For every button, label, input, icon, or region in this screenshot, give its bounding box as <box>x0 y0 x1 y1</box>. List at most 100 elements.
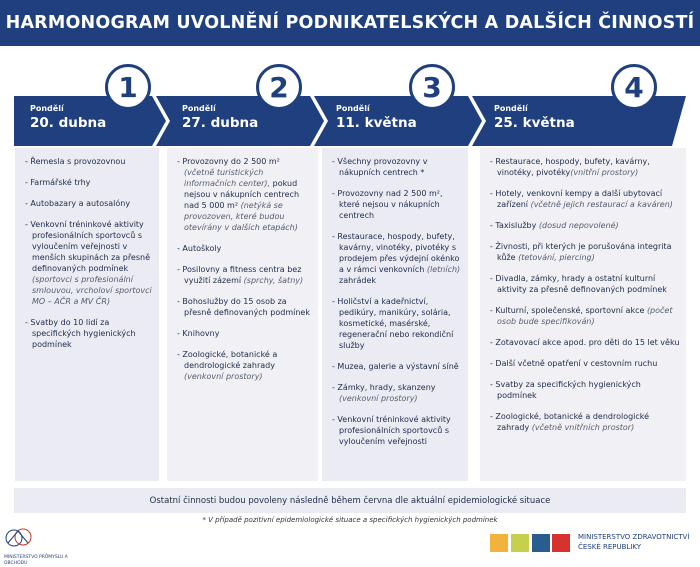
list-item: - Autobazary a autosalóny <box>25 198 153 209</box>
item-note: (vnitřní prostory) <box>570 168 639 177</box>
list-item: - Hotely, venkovní kempy a další ubytova… <box>490 188 680 210</box>
item-text: - Řemesla s provozovnou <box>25 157 126 166</box>
phase-number-badge: 1 <box>105 64 151 110</box>
item-text: - Zotavovací akce apod. pro děti do 15 l… <box>490 338 680 347</box>
list-item: - Venkovní tréninkové aktivity profesion… <box>25 219 153 307</box>
mzcr-logo-line1: MINISTERSTVO ZDRAVOTNICTVÍ <box>578 533 690 541</box>
item-text: - Všechny provozovny v nákupních centrec… <box>332 157 428 177</box>
footer-note: Ostatní činnosti budou povoleny následně… <box>14 488 686 513</box>
phase-date: 25. května <box>494 115 575 131</box>
list-item: - Bohoslužby do 15 osob za přesně defino… <box>177 296 312 318</box>
item-text: - Provozovny do 2 500 m² <box>177 157 280 166</box>
item-note: (netýká se provozoven, které budou oteví… <box>184 201 298 232</box>
item-note: (letních) <box>426 265 461 274</box>
item-text: - Venkovní tréninkové aktivity profesion… <box>332 415 451 446</box>
item-text: - Hotely, venkovní kempy a další ubytova… <box>490 189 663 209</box>
list-item: - Divadla, zámky, hrady a ostatní kultur… <box>490 273 680 295</box>
mzcr-logo: MINISTERSTVO ZDRAVOTNICTVÍ ČESKÉ REPUBLI… <box>490 532 689 552</box>
phase-date-label: Pondělí 11. května <box>336 104 417 131</box>
item-text: - Kulturní, společenské, sportovní akce <box>490 306 647 315</box>
item-text: - Holičství a kadeřnictví, pedikúry, man… <box>332 297 454 350</box>
list-item: - Svatby do 10 lidí za specifických hygi… <box>25 317 153 350</box>
mpo-logo: MINISTERSTVO PRŮMYSLU A OBCHODU <box>4 527 84 567</box>
item-text: - Divadla, zámky, hrady a ostatní kultur… <box>490 274 667 294</box>
item-note: (sportovci s profesionální smlouvou, vrc… <box>32 275 152 306</box>
item-text: pokud nejsou v nákupních centrech nad 5 … <box>184 179 300 210</box>
item-text: - Svatby za specifických hygienických po… <box>490 380 641 400</box>
list-item: - Holičství a kadeřnictví, pedikúry, man… <box>332 296 462 351</box>
item-text: - Muzea, galerie a výstavní síně <box>332 362 459 371</box>
list-item: - Provozovny do 2 500 m² (včetně turisti… <box>177 156 312 233</box>
item-text: - Živnosti, při kterých je porušována in… <box>490 242 672 262</box>
item-text: - Autoškoly <box>177 244 222 253</box>
phase-date: 20. dubna <box>30 115 107 131</box>
phase-3-list: - Všechny provozovny v nákupních centrec… <box>322 148 468 481</box>
item-text: - Knihovny <box>177 329 220 338</box>
item-text: - Svatby do 10 lidí za specifických hygi… <box>25 318 136 349</box>
item-text: - Provozovny nad 2 500 m², které nejsou … <box>332 189 443 220</box>
list-item: - Zoologické, botanické a dendrologické … <box>177 349 312 382</box>
list-item: - Provozovny nad 2 500 m², které nejsou … <box>332 188 462 221</box>
phase-2-list: - Provozovny do 2 500 m² (včetně turisti… <box>167 148 318 481</box>
item-note: (venkovní prostory) <box>339 394 418 403</box>
phase-number-badge: 2 <box>256 64 302 110</box>
item-note: (včetně turistických informačních center… <box>184 168 271 188</box>
item-text: - Posilovny a fitness centra bez využití… <box>177 265 302 285</box>
phase-day: Pondělí <box>494 104 528 113</box>
item-text: - Zámky, hrady, skanzeny <box>332 383 436 392</box>
item-note: (počet osob bude specifikován) <box>497 306 673 326</box>
list-item: - Živnosti, při kterých je porušována in… <box>490 241 680 263</box>
list-item: - Knihovny <box>177 328 312 339</box>
item-text: - Taxislužby <box>490 221 539 230</box>
item-text: - Autobazary a autosalóny <box>25 199 131 208</box>
item-text: - Venkovní tréninkové aktivity profesion… <box>25 220 151 273</box>
phase-4-list: - Restaurace, hospody, bufety, kavárny, … <box>480 148 686 481</box>
list-item: - Všechny provozovny v nákupních centrec… <box>332 156 462 178</box>
item-text: - Bohoslužby do 15 osob za přesně defino… <box>177 297 310 317</box>
item-text: - Další včetně opatření v cestovním ruch… <box>490 359 658 368</box>
list-item: - Zotavovací akce apod. pro děti do 15 l… <box>490 337 680 348</box>
item-text: - Zoologické, botanické a dendrologické … <box>490 412 650 432</box>
phase-date: 11. května <box>336 115 417 131</box>
footnote: * V případě pozitivní epidemiologické si… <box>202 516 498 524</box>
phase-date-label: Pondělí 20. dubna <box>30 104 106 131</box>
list-item: - Restaurace, hospody, bufety, kavárny, … <box>490 156 680 178</box>
list-item: - Kulturní, společenské, sportovní akce … <box>490 305 680 327</box>
phase-date-label: Pondělí 27. dubna <box>182 104 258 131</box>
list-item: - Restaurace, hospody, bufety, kavárny, … <box>332 231 462 286</box>
list-item: - Řemesla s provozovnou <box>25 156 153 167</box>
item-text: - Farmářské trhy <box>25 178 91 187</box>
list-item: - Zámky, hrady, skanzeny (venkovní prost… <box>332 382 462 404</box>
item-note: (venkovní prostory) <box>184 372 263 381</box>
mpo-logo-text: MINISTERSTVO PRŮMYSLU A OBCHODU <box>4 555 68 566</box>
item-note: (tetování, piercing) <box>518 253 595 262</box>
item-text: - Restaurace, hospody, bufety, kavárny, … <box>490 157 650 177</box>
item-note: (včetně vnitřních prostor) <box>531 423 635 432</box>
phase-day: Pondělí <box>182 104 216 113</box>
list-item: - Autoškoly <box>177 243 312 254</box>
list-item: - Posilovny a fitness centra bez využití… <box>177 264 312 286</box>
item-text: zahrádek <box>339 276 376 285</box>
list-item: - Muzea, galerie a výstavní síně <box>332 361 462 372</box>
list-item: - Taxislužby (dosud nepovolené) <box>490 220 680 231</box>
item-note: (dosud nepovolené) <box>538 221 619 230</box>
item-text: - Restaurace, hospody, bufety, kavárny, … <box>332 232 460 274</box>
item-note: (sprchy, šatny) <box>243 276 304 285</box>
phase-date-label: Pondělí 25. května <box>494 104 575 131</box>
phase-date: 27. dubna <box>182 115 259 131</box>
mzcr-logo-line2: ČESKÉ REPUBLIKY <box>578 543 642 551</box>
mpo-emblem-icon <box>5 528 32 547</box>
item-text: - Zoologické, botanické a dendrologické … <box>177 350 278 370</box>
phase-number-badge: 4 <box>611 64 657 110</box>
list-item: - Zoologické, botanické a dendrologické … <box>490 411 680 433</box>
page-title: HARMONOGRAM UVOLNĚNÍ PODNIKATELSKÝCH A D… <box>0 0 700 46</box>
list-item: - Svatby za specifických hygienických po… <box>490 379 680 401</box>
list-item: - Venkovní tréninkové aktivity profesion… <box>332 414 462 447</box>
list-item: - Další včetně opatření v cestovním ruch… <box>490 358 680 369</box>
phase-day: Pondělí <box>30 104 64 113</box>
phase-number-badge: 3 <box>409 64 455 110</box>
phase-day: Pondělí <box>336 104 370 113</box>
item-note: (včetně jejich restaurací a kaváren) <box>530 200 673 209</box>
mzcr-emblem-icon <box>490 534 570 552</box>
phase-1-list: - Řemesla s provozovnou - Farmářské trhy -… <box>15 148 159 481</box>
